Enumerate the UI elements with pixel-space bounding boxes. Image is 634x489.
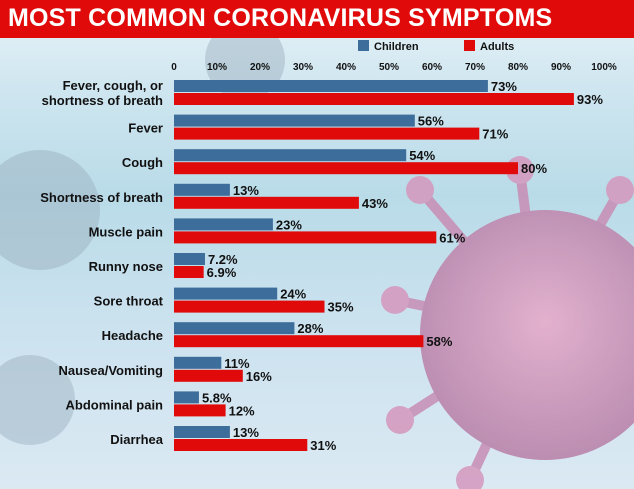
bar-children xyxy=(174,426,230,438)
category-label: Muscle pain xyxy=(89,224,163,239)
data-label-children: 11% xyxy=(224,356,250,371)
bar-children xyxy=(174,183,230,196)
data-label-adults: 31% xyxy=(310,438,336,453)
data-label-adults: 93% xyxy=(577,92,603,107)
data-label-children: 56% xyxy=(418,114,444,129)
category-label: Shortness of breath xyxy=(40,190,163,205)
x-tick-label: 20% xyxy=(250,62,270,73)
data-label-adults: 71% xyxy=(482,127,508,142)
data-label-adults: 12% xyxy=(229,403,255,418)
category-label: Abdominal pain xyxy=(66,397,164,412)
bar-adults xyxy=(174,369,243,382)
data-label-children: 73% xyxy=(491,79,517,94)
bar-children xyxy=(174,391,199,404)
category-label: Headache xyxy=(102,328,163,343)
data-label-adults: 6.9% xyxy=(207,265,237,280)
category-label: shortness of breath xyxy=(42,93,163,108)
bar-children xyxy=(174,114,415,127)
legend-swatch-children xyxy=(358,40,369,51)
bar-adults xyxy=(174,300,325,313)
bar-adults xyxy=(174,439,308,451)
bar-children xyxy=(174,356,222,369)
bar-adults xyxy=(174,335,424,348)
data-label-adults: 35% xyxy=(328,300,354,315)
x-tick-label: 100% xyxy=(591,62,617,73)
legend-swatch-adults xyxy=(464,40,475,51)
data-label-adults: 43% xyxy=(362,196,388,211)
bar-children xyxy=(174,322,295,335)
bar-adults xyxy=(174,93,574,105)
bar-children xyxy=(174,149,407,162)
x-tick-label: 0 xyxy=(171,62,177,73)
category-label: Cough xyxy=(122,155,163,170)
legend-label-adults: Adults xyxy=(480,41,514,53)
category-label: Diarrhea xyxy=(110,432,164,447)
x-tick-label: 80% xyxy=(508,62,528,73)
bar-adults xyxy=(174,127,480,140)
data-label-children: 54% xyxy=(409,148,435,163)
chart-title: MOST COMMON CORONAVIRUS SYMPTOMS xyxy=(8,4,553,32)
data-label-adults: 80% xyxy=(521,161,547,176)
x-tick-label: 40% xyxy=(336,62,356,73)
bar-adults xyxy=(174,162,518,175)
x-tick-label: 90% xyxy=(551,62,571,73)
bar-adults xyxy=(174,196,359,209)
x-tick-label: 70% xyxy=(465,62,485,73)
data-label-children: 13% xyxy=(233,425,259,440)
bar-adults xyxy=(174,231,437,244)
bar-children xyxy=(174,218,273,231)
data-label-children: 5.8% xyxy=(202,390,232,405)
legend-label-children: Children xyxy=(374,41,419,53)
bar-adults xyxy=(174,266,204,278)
data-label-children: 28% xyxy=(297,321,323,336)
title-bar: MOST COMMON CORONAVIRUS SYMPTOMS xyxy=(0,0,634,38)
category-label: Fever, cough, or xyxy=(63,78,163,93)
bar-children xyxy=(174,287,278,300)
data-label-children: 23% xyxy=(276,217,302,232)
x-tick-label: 50% xyxy=(379,62,399,73)
data-label-children: 24% xyxy=(280,287,306,302)
data-label-adults: 58% xyxy=(426,334,452,349)
x-tick-label: 60% xyxy=(422,62,442,73)
data-label-adults: 61% xyxy=(439,230,465,245)
data-label-children: 7.2% xyxy=(208,252,238,267)
category-label: Fever xyxy=(128,121,163,136)
category-label: Nausea/Vomiting xyxy=(58,363,163,378)
data-label-children: 13% xyxy=(233,183,259,198)
category-label: Runny nose xyxy=(89,259,163,274)
bar-children xyxy=(174,80,488,92)
x-tick-label: 30% xyxy=(293,62,313,73)
category-label: Sore throat xyxy=(94,294,164,309)
data-label-adults: 16% xyxy=(246,369,272,384)
bar-children xyxy=(174,253,205,265)
x-tick-label: 10% xyxy=(207,62,227,73)
bar-adults xyxy=(174,404,226,417)
